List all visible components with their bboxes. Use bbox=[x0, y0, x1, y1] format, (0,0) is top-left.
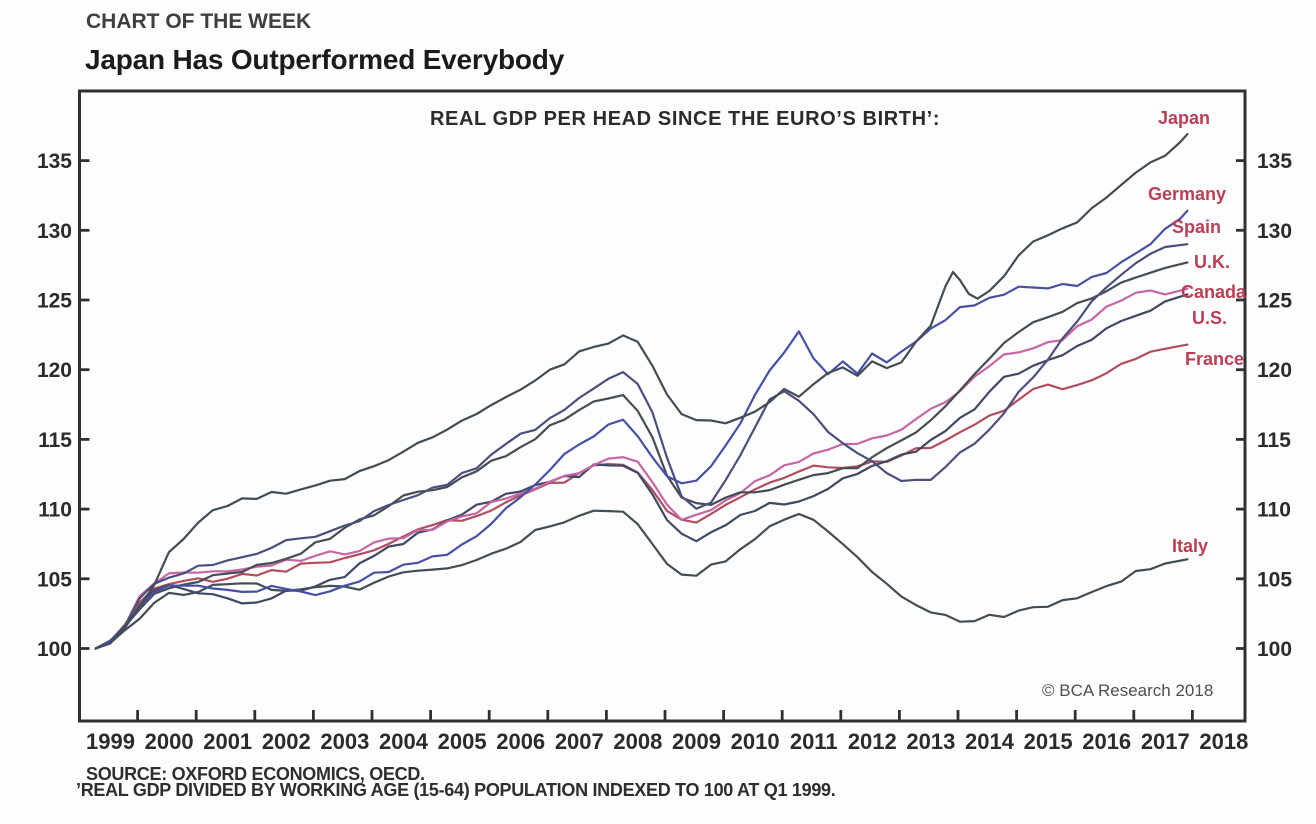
svg-text:1999: 1999 bbox=[86, 729, 135, 754]
svg-text:135: 135 bbox=[1257, 150, 1292, 173]
svg-text:Canada: Canada bbox=[1181, 282, 1247, 302]
svg-text:2013: 2013 bbox=[906, 729, 955, 754]
svg-text:2018: 2018 bbox=[1199, 729, 1248, 754]
svg-text:U.S.: U.S. bbox=[1192, 308, 1227, 328]
svg-text:2014: 2014 bbox=[965, 729, 1015, 754]
svg-text:2011: 2011 bbox=[790, 729, 838, 754]
svg-text:2008: 2008 bbox=[613, 729, 662, 754]
svg-text:110: 110 bbox=[38, 499, 72, 522]
svg-text:2003: 2003 bbox=[320, 729, 369, 754]
svg-text:2007: 2007 bbox=[555, 729, 604, 754]
svg-text:135: 135 bbox=[37, 150, 72, 173]
svg-text:2005: 2005 bbox=[438, 729, 487, 754]
svg-text:2016: 2016 bbox=[1082, 729, 1131, 754]
svg-text:Germany: Germany bbox=[1148, 184, 1226, 204]
svg-text:125: 125 bbox=[1257, 290, 1292, 313]
svg-text:2002: 2002 bbox=[262, 729, 311, 754]
svg-text:2006: 2006 bbox=[496, 729, 545, 754]
svg-text:120: 120 bbox=[1257, 359, 1292, 382]
svg-text:Italy: Italy bbox=[1172, 536, 1208, 556]
svg-text:2001: 2001 bbox=[203, 729, 252, 754]
svg-text:2012: 2012 bbox=[848, 729, 897, 754]
svg-text:U.K.: U.K. bbox=[1194, 252, 1230, 272]
svg-text:115: 115 bbox=[38, 429, 72, 452]
svg-text:2000: 2000 bbox=[145, 729, 194, 754]
svg-text:100: 100 bbox=[37, 638, 72, 661]
svg-text:2004: 2004 bbox=[379, 729, 429, 754]
svg-text:115: 115 bbox=[1257, 429, 1291, 452]
svg-text:130: 130 bbox=[1257, 220, 1292, 243]
svg-text:Japan: Japan bbox=[1158, 108, 1210, 128]
svg-text:Spain: Spain bbox=[1172, 217, 1221, 237]
svg-text:2010: 2010 bbox=[731, 729, 780, 754]
svg-text:2015: 2015 bbox=[1024, 729, 1073, 754]
svg-text:120: 120 bbox=[37, 359, 72, 382]
svg-text:100: 100 bbox=[1257, 638, 1292, 661]
svg-text:105: 105 bbox=[37, 568, 72, 591]
svg-text:France: France bbox=[1185, 349, 1244, 369]
svg-text:130: 130 bbox=[37, 220, 72, 243]
svg-text:125: 125 bbox=[37, 290, 72, 313]
svg-text:2017: 2017 bbox=[1141, 729, 1190, 754]
svg-text:2009: 2009 bbox=[672, 729, 721, 754]
svg-text:105: 105 bbox=[1257, 568, 1292, 591]
svg-text:110: 110 bbox=[1257, 499, 1291, 522]
